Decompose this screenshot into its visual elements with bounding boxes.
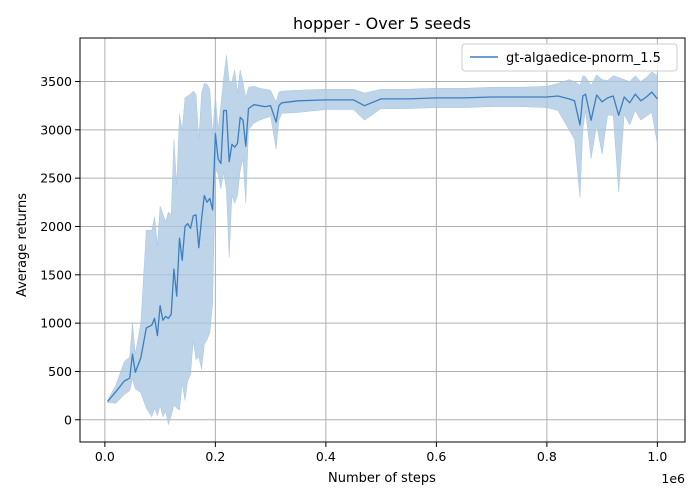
y-tick-label: 2000 xyxy=(40,219,72,234)
plot-area xyxy=(79,37,686,443)
y-axis-label: Average returns xyxy=(15,193,30,297)
y-tick-label: 2500 xyxy=(40,171,72,186)
y-tick-label: 1000 xyxy=(40,316,72,331)
x-tick-label: 0.8 xyxy=(537,449,557,464)
y-tick-label: 1500 xyxy=(40,267,72,282)
legend-entry-label: gt-algaedice-pnorm_1.5 xyxy=(506,51,661,66)
series-line xyxy=(107,91,658,402)
series-line-layer xyxy=(107,91,658,402)
x-tick-label: 0.0 xyxy=(95,449,115,464)
y-axis: 0 500 1000 1500 2000 2500 3000 3500 xyxy=(40,74,80,427)
x-axis-label: Number of steps xyxy=(328,471,436,486)
y-tick-label: 500 xyxy=(48,364,72,379)
x-tick-label: 0.4 xyxy=(316,449,336,464)
x-tick-label: 0.6 xyxy=(426,449,446,464)
y-tick-label: 3000 xyxy=(40,122,72,137)
legend: gt-algaedice-pnorm_1.5 xyxy=(461,43,678,72)
x-axis: 0.0 0.2 0.4 0.6 0.8 1.0 xyxy=(95,442,667,464)
confidence-band xyxy=(107,55,658,426)
y-tick-label: 0 xyxy=(64,412,72,427)
legend-box xyxy=(461,43,678,72)
x-axis-offset-label: 1e6 xyxy=(661,471,685,486)
plot-frame xyxy=(79,37,686,443)
chart-title: hopper - Over 5 seeds xyxy=(293,14,471,33)
y-tick-label: 3500 xyxy=(40,74,72,89)
confidence-band-layer xyxy=(107,55,658,426)
x-tick-label: 1.0 xyxy=(647,449,667,464)
x-tick-label: 0.2 xyxy=(205,449,225,464)
